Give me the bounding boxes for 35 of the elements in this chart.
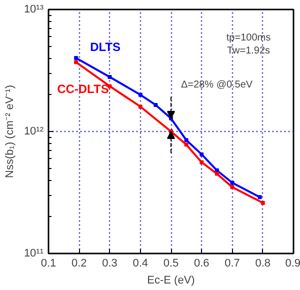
point <box>74 56 78 60</box>
point <box>200 160 204 164</box>
annotation: Δ=28% @0.5eV <box>181 79 253 90</box>
x-tick-label: 0.2 <box>71 258 87 270</box>
point <box>154 102 158 107</box>
point <box>260 200 265 205</box>
series-label: DLTS <box>90 40 121 54</box>
point <box>138 92 142 97</box>
point <box>138 104 142 109</box>
point <box>214 168 219 172</box>
y-axis-title: Nss(b₁) (cm⁻² eV⁻¹) <box>4 85 16 178</box>
point <box>258 195 262 200</box>
y-tick-label: 10¹² <box>24 126 44 138</box>
annotation: tp=100ms <box>226 32 271 44</box>
point <box>214 172 219 176</box>
point <box>108 74 112 79</box>
series-label: CC-DLTS <box>57 82 109 96</box>
annotation: Tw=1.92s <box>226 46 270 56</box>
x-axis-title: Ec-E (eV) <box>147 274 195 286</box>
x-tick-label: 0.8 <box>255 258 271 270</box>
point <box>184 138 188 142</box>
x-tick-label: 0.3 <box>102 258 118 270</box>
y-tick-label: 10¹³ <box>24 4 44 16</box>
point <box>74 60 78 64</box>
point <box>200 152 204 156</box>
point <box>184 142 188 147</box>
x-tick-label: 0.1 <box>40 258 56 270</box>
x-tick-label: 0.6 <box>194 258 210 270</box>
point <box>230 180 234 185</box>
y-tick-label: 10¹¹ <box>24 248 44 260</box>
x-tick-label: 0.4 <box>132 258 148 270</box>
x-tick-label: 0.5 <box>163 258 179 270</box>
x-tick-label: 0.7 <box>224 258 240 270</box>
point <box>230 185 234 190</box>
x-tick-label: 0.9 <box>285 258 300 270</box>
